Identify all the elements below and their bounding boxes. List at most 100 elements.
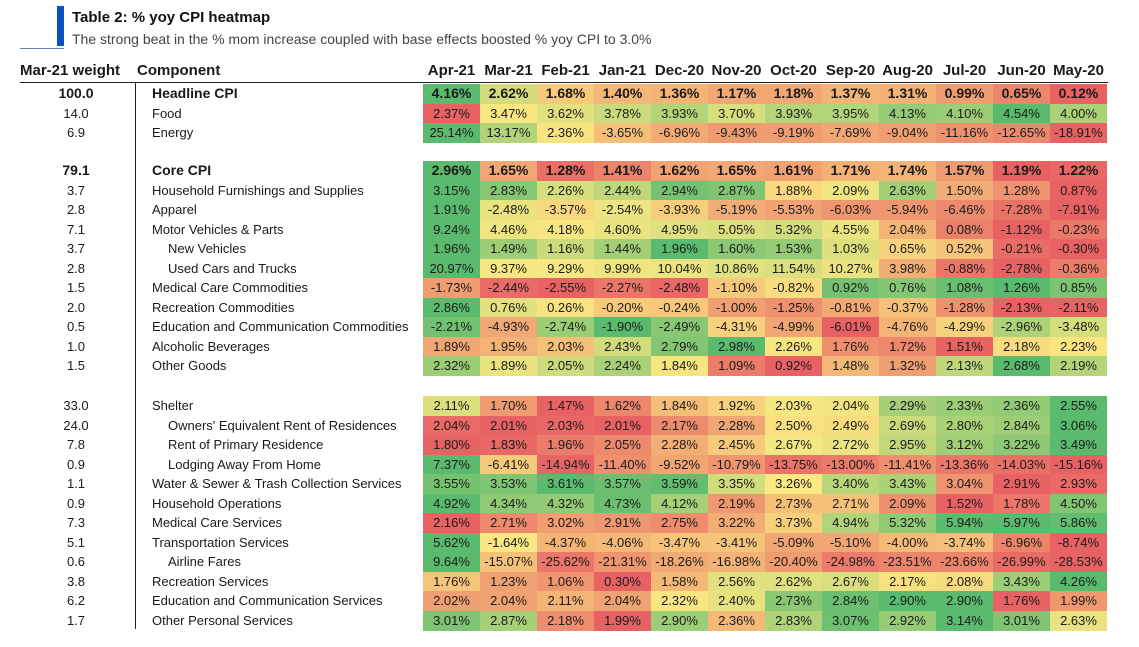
- heatmap-cell: -1.28%: [936, 297, 993, 318]
- heatmap-cell: 5.97%: [993, 513, 1050, 533]
- heatmap-cell: 2.03%: [765, 396, 822, 416]
- heatmap-cell: 2.73%: [765, 493, 822, 514]
- heatmap-cell: 2.63%: [1050, 610, 1107, 631]
- heatmap-cell: 10.27%: [822, 258, 879, 279]
- row-weight: 7.8: [66, 437, 86, 452]
- heatmap-cell: 2.44%: [594, 180, 651, 201]
- heatmap-cell: 2.04%: [594, 591, 651, 611]
- heatmap-cell: -15.16%: [1050, 454, 1107, 475]
- heatmap-cell: 2.28%: [708, 415, 765, 436]
- heatmap-cell: 3.98%: [879, 258, 936, 279]
- heatmap-cell: 2.18%: [537, 610, 594, 631]
- heatmap-cell: -0.88%: [936, 258, 993, 279]
- heatmap-cell: 2.45%: [708, 435, 765, 455]
- heatmap-cell: 2.98%: [708, 336, 765, 357]
- heatmap-cell: 2.83%: [480, 180, 537, 201]
- heatmap-cell: -1.90%: [594, 317, 651, 337]
- heatmap-cell: 2.95%: [879, 435, 936, 455]
- row-component: Core CPI: [152, 162, 212, 178]
- heatmap-cell: -2.54%: [594, 200, 651, 220]
- heatmap-cell: 2.08%: [936, 571, 993, 592]
- heatmap-cell: 2.75%: [651, 513, 708, 533]
- heatmap-cell: -9.19%: [765, 123, 822, 143]
- heatmap-cell: -13.00%: [822, 454, 879, 475]
- heatmap-cell: 9.37%: [480, 258, 537, 279]
- heatmap-cell: -6.01%: [822, 317, 879, 337]
- heatmap-cell: 2.94%: [651, 180, 708, 201]
- row-component: Education and Communication Commodities: [152, 319, 409, 334]
- row-weight: 79.1: [62, 162, 90, 178]
- row-weight: 1.1: [66, 476, 86, 491]
- row-component: Shelter: [152, 398, 194, 413]
- month-header-jun-20: Jun-20: [997, 62, 1046, 79]
- row-weight: 6.9: [66, 125, 86, 140]
- heatmap-cell: 1.95%: [480, 336, 537, 357]
- heatmap-cell: -9.43%: [708, 123, 765, 143]
- heatmap-cell: 5.32%: [879, 513, 936, 533]
- heatmap-cell: 4.12%: [651, 493, 708, 514]
- heatmap-cell: -6.96%: [993, 532, 1050, 553]
- heatmap-cell: 3.06%: [1050, 415, 1107, 436]
- heatmap-cell: 20.97%: [423, 258, 480, 279]
- heatmap-cell: 2.90%: [936, 591, 993, 611]
- heatmap-cell: 2.43%: [594, 336, 651, 357]
- heatmap-cell: 4.73%: [594, 493, 651, 514]
- heatmap-cell: 2.26%: [537, 180, 594, 201]
- heatmap-cell: 4.60%: [594, 219, 651, 240]
- month-header-may-20: May-20: [1053, 62, 1104, 79]
- heatmap-cell: 3.07%: [822, 610, 879, 631]
- heatmap-cell: -1.73%: [423, 278, 480, 298]
- heatmap-cell: 4.50%: [1050, 493, 1107, 514]
- heatmap-cell: -7.69%: [822, 123, 879, 143]
- heatmap-cell: -5.19%: [708, 200, 765, 220]
- row-weight: 0.5: [66, 319, 86, 334]
- heatmap-cell: 1.51%: [936, 336, 993, 357]
- heatmap-cell: -0.81%: [822, 297, 879, 318]
- heatmap-cell: 2.68%: [993, 356, 1050, 376]
- heatmap-cell: -3.74%: [936, 532, 993, 553]
- heatmap-cell: 2.09%: [822, 180, 879, 201]
- heatmap-cell: 2.84%: [993, 415, 1050, 436]
- heatmap-cell: 5.62%: [423, 532, 480, 553]
- row-weight: 2.0: [66, 299, 86, 315]
- heatmap-cell: -4.93%: [480, 317, 537, 337]
- heatmap-cell: 2.91%: [594, 513, 651, 533]
- heatmap-cell: 5.32%: [765, 219, 822, 240]
- heatmap-cell: 3.93%: [651, 103, 708, 124]
- heatmap-cell: 1.96%: [651, 239, 708, 259]
- heatmap-cell: -3.65%: [594, 123, 651, 143]
- heatmap-cell: 0.08%: [936, 219, 993, 240]
- heatmap-cell: 1.70%: [480, 396, 537, 416]
- heatmap-cell: -3.93%: [651, 200, 708, 220]
- row-weight: 1.5: [66, 280, 86, 295]
- heatmap-cell: -21.31%: [594, 552, 651, 572]
- row-weight: 1.5: [66, 358, 86, 373]
- heatmap-cell: -1.25%: [765, 297, 822, 318]
- heatmap-cell: 1.19%: [993, 161, 1050, 181]
- heatmap-cell: 4.54%: [993, 103, 1050, 124]
- heatmap-cell: -2.48%: [480, 200, 537, 220]
- heatmap-cell: -23.66%: [936, 552, 993, 572]
- heatmap-cell: 1.61%: [765, 161, 822, 181]
- row-weight: 7.3: [66, 515, 86, 530]
- heatmap-cell: -3.57%: [537, 200, 594, 220]
- month-header-jan-21: Jan-21: [598, 62, 647, 79]
- heatmap-cell: 2.11%: [537, 591, 594, 611]
- row-component: Education and Communication Services: [152, 593, 383, 608]
- heatmap-cell: 2.04%: [423, 415, 480, 436]
- heatmap-cell: 2.11%: [423, 396, 480, 416]
- heatmap-cell: -2.49%: [651, 317, 708, 337]
- heatmap-cell: 2.96%: [423, 161, 480, 181]
- heatmap-cell: -10.79%: [708, 454, 765, 475]
- heatmap-cell: 1.32%: [879, 356, 936, 376]
- heatmap-cell: 1.37%: [822, 84, 879, 104]
- heatmap-cell: 1.68%: [537, 84, 594, 104]
- heatmap-cell: 2.87%: [480, 610, 537, 631]
- heatmap-cell: 3.15%: [423, 180, 480, 201]
- heatmap-cell: 2.93%: [1050, 474, 1107, 494]
- row-component: Transportation Services: [152, 534, 289, 550]
- heatmap-cell: 1.80%: [423, 435, 480, 455]
- heatmap-cell: 2.04%: [480, 591, 537, 611]
- heatmap-cell: 1.17%: [708, 84, 765, 104]
- heatmap-cell: 2.56%: [708, 571, 765, 592]
